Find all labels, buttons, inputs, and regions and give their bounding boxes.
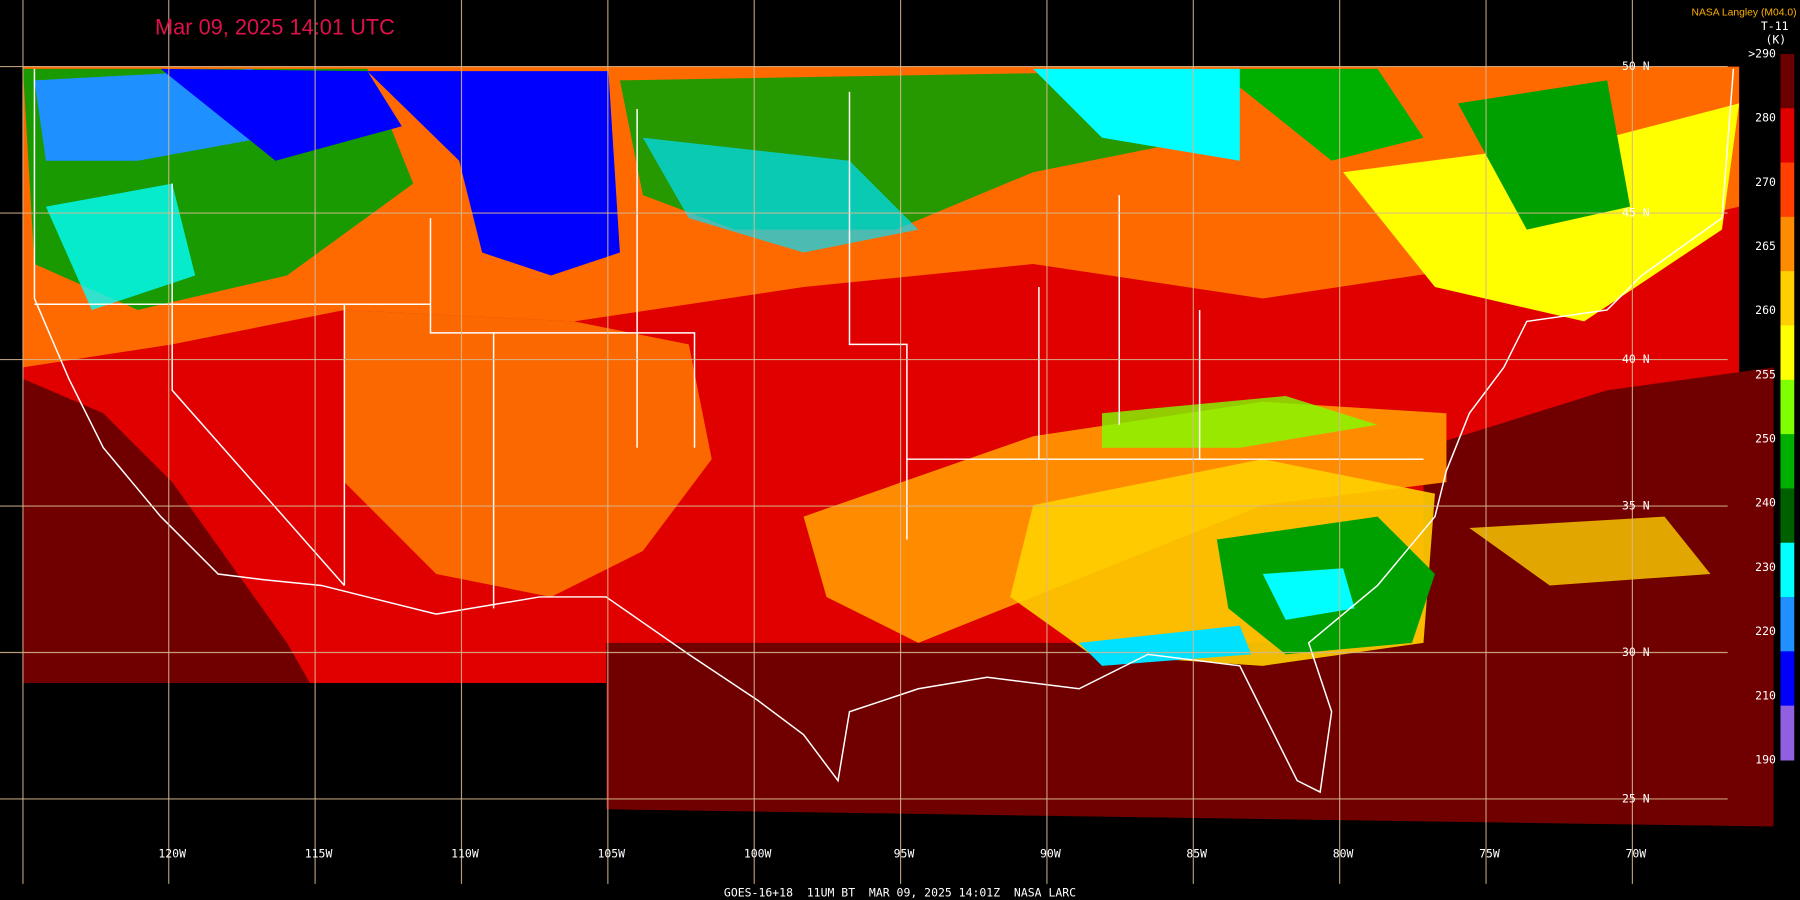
imagery-idaho-blue xyxy=(160,68,402,161)
longitude-label: 120W xyxy=(158,847,186,861)
us-outline xyxy=(33,68,1735,794)
colorbar-segment xyxy=(1780,379,1795,435)
imagery-pacific xyxy=(22,378,310,684)
longitude-label: 75W xyxy=(1479,847,1500,861)
footer: GOES-16+18 11UM BT MAR 09, 2025 14:01Z N… xyxy=(724,886,1076,900)
colorbar-segment xyxy=(1780,162,1795,218)
imagery-southwest xyxy=(344,309,712,597)
imagery-canada-green xyxy=(1216,68,1424,161)
colorbar-label: 190 xyxy=(1755,752,1776,766)
longitude-label: 85W xyxy=(1186,847,1207,861)
longitude-label: 100W xyxy=(744,847,772,861)
colorbar-label: 255 xyxy=(1755,367,1776,381)
colorbar-label: 250 xyxy=(1755,432,1776,446)
colorbar-label: 210 xyxy=(1755,688,1776,702)
colorbar-label: >290 xyxy=(1748,46,1776,60)
colorbar-label: 270 xyxy=(1755,175,1776,189)
latitude-label: 30 N xyxy=(1622,645,1650,659)
boundaries xyxy=(33,68,1735,794)
longitude-label: 115W xyxy=(305,847,333,861)
latitude-label: 40 N xyxy=(1622,352,1650,366)
imagery-cyan-west xyxy=(45,183,196,310)
state-lines xyxy=(34,91,1424,609)
imagery-montana-blue xyxy=(367,71,620,276)
colorbar-segment xyxy=(1780,434,1795,489)
colorbar-segment xyxy=(1780,216,1795,272)
latitude-label: 35 N xyxy=(1622,499,1650,513)
product-label: T-11 xyxy=(1761,19,1789,33)
imagery-gulf xyxy=(606,642,1774,827)
graticule: 120W 115W 110W 105W 100W 95W 90W 85W 80W 75W 70W 50… xyxy=(0,0,1728,884)
map-title: Mar 09, 2025 14:01 UTC xyxy=(155,14,395,39)
longitude-label: 80W xyxy=(1333,847,1354,861)
imagery-atlantic xyxy=(1423,367,1774,655)
imagery-northeast-green xyxy=(1457,80,1631,230)
colorbar-label: 260 xyxy=(1755,303,1776,317)
colorbar-segment xyxy=(1780,271,1795,327)
imagery-cyan-north xyxy=(1033,68,1240,161)
imagery-southeast-cyan xyxy=(1262,568,1355,620)
imagery-gulf-coast-cyan xyxy=(1079,625,1252,666)
colorbar-segment xyxy=(1780,597,1795,652)
colorbar-label: 240 xyxy=(1755,496,1776,510)
colorbar-label: 230 xyxy=(1755,560,1776,574)
colorbar-label: 280 xyxy=(1755,111,1776,125)
colorbar-segment xyxy=(1780,705,1795,761)
longitude-label: 110W xyxy=(451,847,479,861)
colorbar-label: 220 xyxy=(1755,624,1776,638)
colorbar-segment xyxy=(1780,325,1795,381)
colorbar-label: 265 xyxy=(1755,239,1776,253)
longitude-label: 70W xyxy=(1625,847,1646,861)
longitude-label: 90W xyxy=(1040,847,1061,861)
unit-label: (K) xyxy=(1766,33,1787,47)
longitude-label: 105W xyxy=(597,847,625,861)
longitude-label: 95W xyxy=(894,847,915,861)
imagery-ohio-valley xyxy=(1102,396,1378,448)
imagery-atlantic-clouds xyxy=(1469,516,1711,586)
latitude-label: 45 N xyxy=(1622,206,1650,220)
colorbar-segment xyxy=(1780,53,1795,109)
imagery xyxy=(22,66,1774,827)
colorbar-segment xyxy=(1780,108,1795,164)
attribution: NASA Langley (M04.0) xyxy=(1691,7,1796,18)
colorbar-segment xyxy=(1780,488,1795,544)
latitude-label: 50 N xyxy=(1622,59,1650,73)
colorbar: >290 280 270 265 260 255 250 240 230 220 210 190 xyxy=(1748,46,1795,766)
colorbar-segment xyxy=(1780,542,1795,598)
latitude-label: 25 N xyxy=(1622,791,1650,805)
colorbar-segment xyxy=(1780,651,1795,707)
